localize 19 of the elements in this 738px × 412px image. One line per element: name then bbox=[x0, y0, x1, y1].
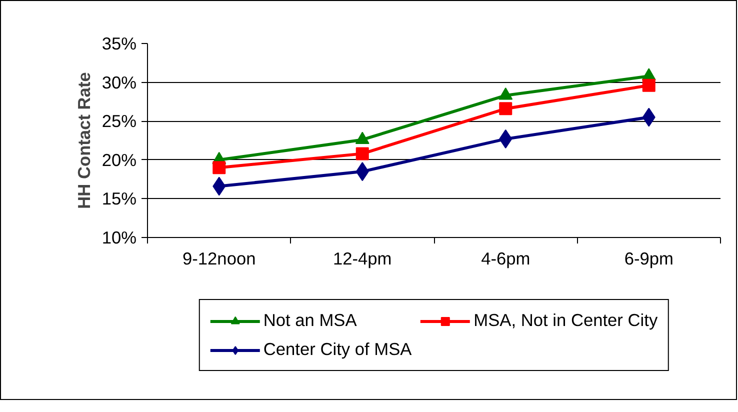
y-tick-label: 25% bbox=[102, 111, 137, 132]
y-tick-label: 20% bbox=[102, 150, 137, 170]
x-tick-label: 9-12noon bbox=[182, 248, 256, 268]
point bbox=[499, 102, 512, 116]
x-tick-label: 12-4pm bbox=[333, 248, 392, 268]
point bbox=[642, 78, 656, 92]
legend-label: Center City of MSA bbox=[263, 339, 412, 360]
point bbox=[212, 161, 226, 174]
y-tick-label: 30% bbox=[102, 72, 137, 92]
y-axis-title: HH Contact Rate bbox=[74, 72, 94, 209]
point bbox=[356, 147, 369, 160]
y-tick-label: 35% bbox=[102, 34, 137, 54]
point bbox=[498, 87, 513, 100]
x-tick-label: 4-6pm bbox=[481, 248, 530, 268]
y-tick-label: 10% bbox=[102, 228, 137, 248]
legend-label: Not an MSA bbox=[263, 310, 357, 331]
x-tick-label: 6-9pm bbox=[624, 248, 674, 268]
legend-label: MSA, Not in Center City bbox=[474, 310, 658, 331]
y-tick-label: 15% bbox=[102, 188, 137, 209]
